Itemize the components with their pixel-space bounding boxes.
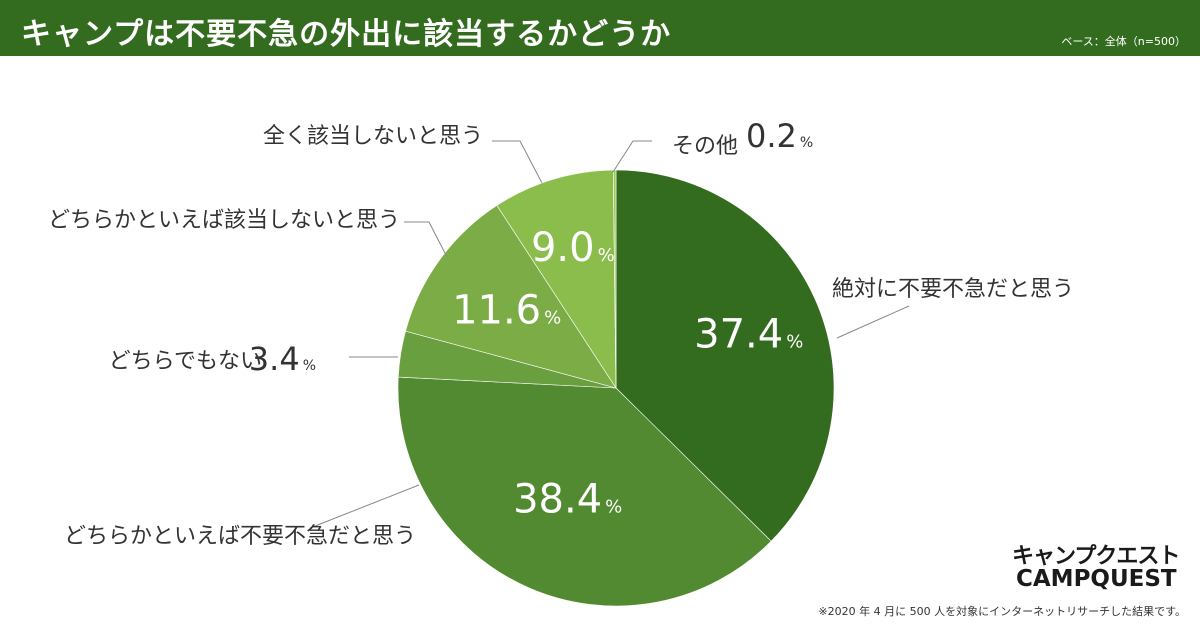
logo-english-text: CAMPQUEST — [1016, 566, 1177, 592]
pie-slice — [496, 169, 617, 390]
slice-value-label: 9.0% — [531, 225, 615, 271]
slice-value-label: 38.4% — [513, 477, 622, 523]
header-bar: キャンプは不要不急の外出に該当するかどうか ベース：全体（n=500） — [0, 0, 1200, 56]
slice-category-label: どちらでもない — [109, 349, 262, 374]
slice-category-label: その他 — [672, 134, 738, 159]
slice-value-label: 0.2% — [746, 117, 813, 155]
slice-category-label: どちらかといえば該当しないと思う — [48, 208, 400, 233]
chart-title: キャンプは不要不急の外出に該当するかどうか — [21, 17, 672, 52]
leader-line — [404, 221, 448, 258]
slice-category-label: 絶対に不要不急だと思う — [832, 277, 1074, 302]
pie-slice — [615, 169, 835, 542]
leader-line — [612, 140, 652, 173]
slice-value-label: 37.4% — [694, 312, 803, 358]
leader-line — [836, 305, 910, 339]
slice-category-label: 全く該当しないと思う — [263, 124, 483, 149]
campquest-logo: キャンプクエスト CAMPQUEST — [1008, 536, 1188, 596]
slice-value-label: 3.4% — [249, 340, 316, 378]
leader-line — [309, 484, 420, 529]
slice-value-label: 11.6% — [452, 288, 561, 334]
pie-slice — [405, 205, 617, 389]
leader-line — [492, 140, 543, 184]
pie-slice — [397, 376, 772, 607]
survey-footnote: ※2020 年 4 月に 500 人を対象にインターネットリサーチした結果です。 — [818, 605, 1186, 618]
sample-base-note: ベース：全体（n=500） — [1061, 35, 1186, 48]
logo-japanese-text: キャンプクエスト — [1012, 544, 1180, 569]
slice-category-label: どちらかといえば不要不急だと思う — [64, 524, 416, 549]
